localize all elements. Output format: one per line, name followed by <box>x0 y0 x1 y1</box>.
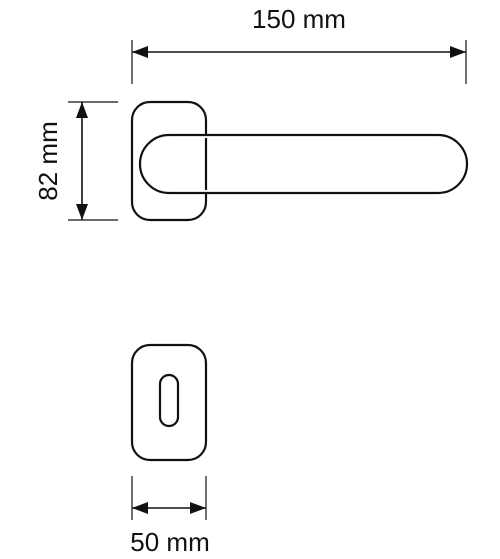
width-arrow-right <box>190 502 206 514</box>
length-arrow-left <box>132 46 148 58</box>
length-label: 150 mm <box>252 4 346 34</box>
lever-handle <box>130 100 469 222</box>
width-label: 50 mm <box>130 527 209 557</box>
keyhole-slot <box>158 373 180 428</box>
rose-width-dimension: 50 mm <box>130 476 210 557</box>
height-dimension: 82 mm <box>33 101 118 221</box>
key-escutcheon <box>130 343 208 462</box>
height-label: 82 mm <box>33 121 63 200</box>
length-dimension: 150 mm <box>131 4 467 84</box>
lever-arm <box>138 133 469 195</box>
length-arrow-right <box>450 46 466 58</box>
width-arrow-left <box>132 502 148 514</box>
height-arrow-top <box>76 102 88 118</box>
height-arrow-bottom <box>76 204 88 220</box>
